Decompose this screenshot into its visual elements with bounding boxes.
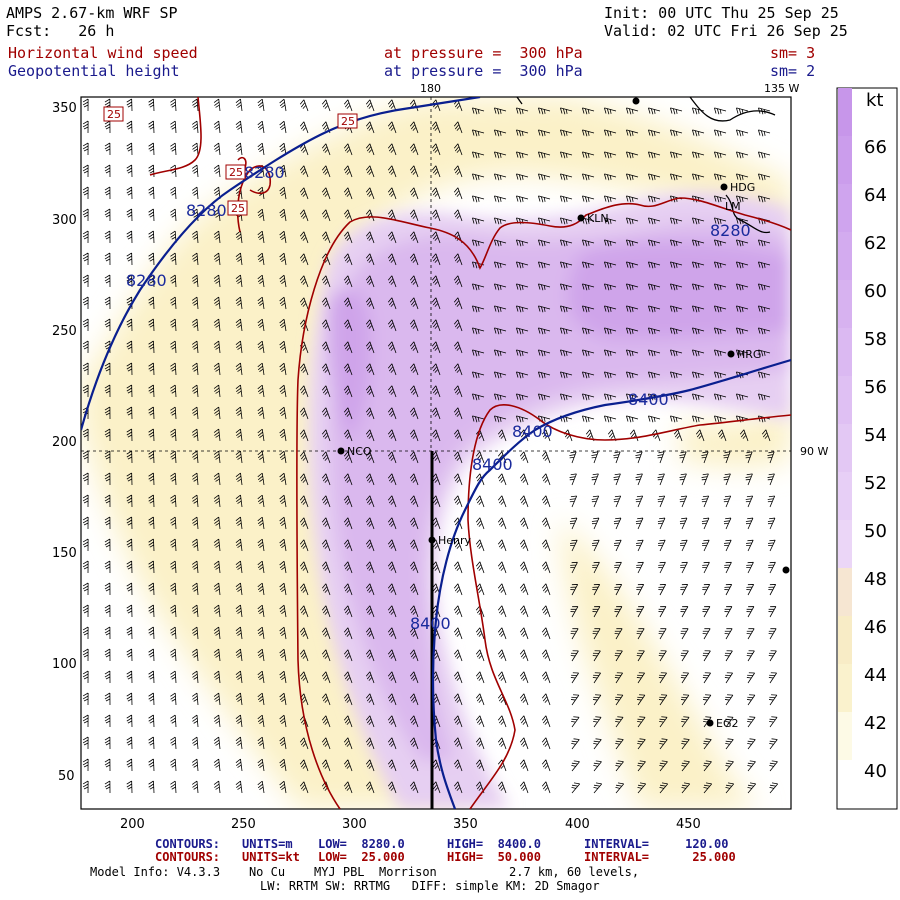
field2-level: at pressure = 300 hPa xyxy=(384,62,583,80)
field2-smoothing: sm= 2 xyxy=(770,62,816,80)
station-label-nco: NCO xyxy=(347,445,372,458)
colorbar-label: 66 xyxy=(864,137,887,158)
footer-model-info: Model Info: V4.3.3 No Cu MYJ PBL Morriso… xyxy=(90,865,640,879)
meridian-label-180: 180 xyxy=(420,82,441,95)
colorbar-label: 54 xyxy=(864,425,887,446)
field1-level: at pressure = 300 hPa xyxy=(384,44,583,62)
height-label: 8400 xyxy=(410,614,451,633)
height-label: 8280 xyxy=(126,271,167,290)
station-label-henry: Henry xyxy=(438,534,472,547)
colorbar: kt 66 64 62 60 58 56 54 52 50 48 46 44 4… xyxy=(836,87,898,810)
colorbar-label: 50 xyxy=(864,521,887,542)
footer-contour1-high: HIGH= 8400.0 xyxy=(447,837,541,851)
y-tick-label: 50 xyxy=(58,769,75,784)
colorbar-label: 42 xyxy=(864,713,887,734)
y-tick-label: 200 xyxy=(52,435,77,450)
speed-label: 25 xyxy=(231,202,245,215)
y-tick-label: 100 xyxy=(52,657,77,672)
colorbar-label: 48 xyxy=(864,569,887,590)
colorbar-label: 56 xyxy=(864,377,887,398)
height-label: 8400 xyxy=(472,455,513,474)
footer-model-info-2: LW: RRTM SW: RRTMG DIFF: simple KM: 2D S… xyxy=(260,879,600,893)
valid-time: Valid: 02 UTC Fri 26 Sep 25 xyxy=(604,22,848,40)
footer-contour1-low: LOW= 8280.0 xyxy=(318,837,405,851)
station-dots xyxy=(337,97,790,727)
station-label-lm: LM xyxy=(725,200,741,213)
x-tick-label: 250 xyxy=(231,817,256,832)
height-contours xyxy=(81,97,791,809)
meridian-label-90w: 90 W xyxy=(800,445,828,458)
footer-contour2-units: UNITS=kt xyxy=(242,850,300,864)
height-label: 8280 xyxy=(186,201,227,220)
station-label-hdg: HDG xyxy=(730,181,755,194)
height-label: 8400 xyxy=(512,422,553,441)
station-label-kln: KLN xyxy=(587,212,609,225)
field1-smoothing: sm= 3 xyxy=(770,44,816,62)
x-tick-label: 450 xyxy=(676,817,701,832)
speed-label: 25 xyxy=(107,108,121,121)
colorbar-label: 40 xyxy=(864,761,887,782)
field1-name: Horizontal wind speed xyxy=(8,44,198,62)
y-tick-label: 350 xyxy=(52,101,77,116)
y-tick-label: 150 xyxy=(52,546,77,561)
colorbar-label: 62 xyxy=(864,233,887,254)
colorbar-label: 44 xyxy=(864,665,887,686)
footer-contour2-low: LOW= 25.000 xyxy=(318,850,405,864)
colorbar-label: 58 xyxy=(864,329,887,350)
footer-contour1-interval: INTERVAL= 120.00 xyxy=(584,837,729,851)
y-tick-label: 300 xyxy=(52,213,77,228)
meridian-label-135w: 135 W xyxy=(764,82,799,95)
colorbar-label: 60 xyxy=(864,281,887,302)
y-tick-label: 250 xyxy=(52,324,77,339)
station-dot-north xyxy=(632,97,640,105)
station-label-eg2: EG2 xyxy=(716,717,738,730)
footer-contour2-interval: INTERVAL= 25.000 xyxy=(584,850,736,864)
footer-contour2-title: CONTOURS: xyxy=(155,850,221,864)
station-dot-eg2 xyxy=(706,719,714,727)
plot-frame xyxy=(80,96,792,810)
station-dot-nco xyxy=(337,447,345,455)
x-tick-label: 300 xyxy=(342,817,367,832)
field2-name: Geopotential height xyxy=(8,62,180,80)
model-title: AMPS 2.67-km WRF SP xyxy=(6,4,178,22)
footer-contour1-title: CONTOURS: xyxy=(155,837,221,851)
colorbar-label: 52 xyxy=(864,473,887,494)
x-tick-label: 200 xyxy=(120,817,145,832)
station-label-hrg: HRG xyxy=(737,348,761,361)
station-dot-east xyxy=(782,566,790,574)
x-tick-label: 400 xyxy=(565,817,590,832)
speed-label: 25 xyxy=(341,115,355,128)
init-time: Init: 00 UTC Thu 25 Sep 25 xyxy=(604,4,839,22)
station-dot-hrg xyxy=(727,350,735,358)
wind-barbs xyxy=(82,98,779,794)
height-label: 8280 xyxy=(710,221,751,240)
forecast-hour: Fcst: 26 h xyxy=(6,22,115,40)
station-dot-kln xyxy=(577,214,585,222)
x-tick-label: 350 xyxy=(453,817,478,832)
colorbar-label: 46 xyxy=(864,617,887,638)
colorbar-unit: kt xyxy=(866,90,883,111)
height-label: 8400 xyxy=(628,390,669,409)
station-dot-hdg xyxy=(720,183,728,191)
height-label: 8280 xyxy=(244,163,285,182)
speed-label: 25 xyxy=(229,166,243,179)
coastline xyxy=(516,97,776,234)
station-dot-henry xyxy=(428,536,436,544)
colorbar-label: 64 xyxy=(864,185,887,206)
footer-contour2-high: HIGH= 50.000 xyxy=(447,850,541,864)
footer-contour1-units: UNITS=m xyxy=(242,837,293,851)
